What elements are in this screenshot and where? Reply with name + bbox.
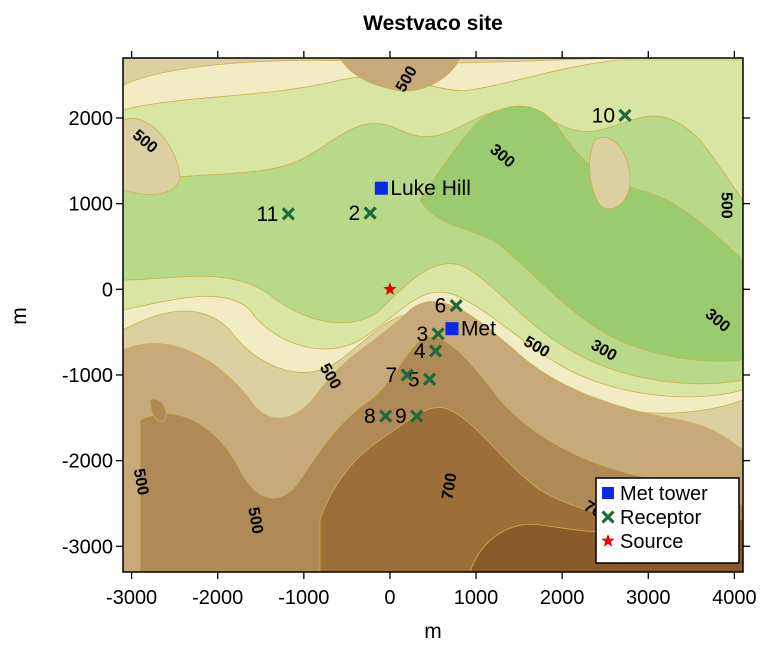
x-tick-label: -2000 — [192, 587, 243, 609]
receptor-label: 8 — [364, 405, 376, 428]
receptor-label: 6 — [435, 295, 447, 318]
legend-star-icon — [601, 534, 615, 547]
met-tower-label: Luke Hill — [390, 177, 471, 200]
receptor-label: 10 — [592, 104, 615, 127]
legend-box — [595, 477, 740, 564]
y-tick-label: -2000 — [62, 451, 113, 473]
x-tick-label: 1000 — [454, 587, 499, 609]
band-300 — [419, 105, 743, 362]
band-hill-west — [123, 118, 181, 195]
y-tick-label: 0 — [102, 279, 113, 301]
band-hill-ne — [589, 137, 631, 210]
legend-label: Met tower — [620, 483, 708, 505]
y-tick-label: -1000 — [62, 365, 113, 387]
contour-label: 700 — [439, 472, 460, 501]
y-tick-label: 2000 — [69, 108, 114, 130]
x-axis-ticks: -3000 -2000 -1000 0 1000 2000 3000 4000 — [106, 51, 757, 609]
y-tick-label: -3000 — [62, 536, 113, 558]
receptor-marker — [281, 207, 295, 221]
plot-frame — [122, 57, 744, 573]
receptor-marker — [618, 108, 632, 123]
source-marker — [383, 282, 397, 295]
y-axis-title: m — [8, 307, 31, 325]
receptor-marker — [428, 344, 443, 358]
met-tower-marker — [374, 181, 388, 195]
x-tick-label: -1000 — [278, 587, 329, 609]
receptor-marker — [449, 298, 463, 313]
x-tick-label: 3000 — [626, 587, 671, 609]
receptor-marker — [422, 372, 437, 386]
x-tick-label: 0 — [384, 587, 395, 609]
x-tick-label: -3000 — [106, 587, 157, 609]
receptor-label: 7 — [385, 364, 397, 387]
map-markers: 2 34 5 6 78 9 10 11 Luke Hill Met — [257, 104, 632, 428]
legend-label: Source — [620, 531, 683, 553]
receptor-label: 9 — [395, 405, 407, 428]
met-tower-label: Met — [461, 318, 496, 341]
y-axis-ticks: 2000 1000 0 -1000 -2000 -3000 — [62, 108, 750, 558]
receptor-label: 2 — [348, 202, 360, 225]
legend-x-icon — [601, 510, 615, 524]
receptor-marker — [379, 409, 393, 423]
met-tower-marker — [445, 322, 459, 336]
receptor-marker — [410, 409, 424, 423]
x-tick-label: 2000 — [540, 587, 585, 609]
x-tick-label: 4000 — [712, 587, 757, 609]
contour-label: 500 — [718, 192, 735, 219]
x-axis-title: m — [424, 620, 442, 643]
receptor-label: 4 — [414, 340, 426, 363]
receptor-label: 5 — [408, 368, 420, 391]
contour-label: 500 — [244, 506, 265, 535]
y-tick-label: 1000 — [69, 194, 114, 216]
receptor-marker — [431, 327, 445, 341]
map-title: Westvaco site — [363, 12, 503, 35]
legend-label: Receptor — [620, 507, 701, 529]
band-hill-sw — [149, 398, 167, 422]
receptor-label: 3 — [416, 323, 428, 346]
receptor-marker — [363, 206, 377, 220]
legend-square-icon — [602, 487, 614, 499]
receptor-marker — [400, 368, 414, 382]
contour-label: 500 — [130, 467, 151, 496]
receptor-label: 11 — [257, 203, 279, 226]
band-hill-north — [339, 58, 461, 92]
terrain-bands — [123, 58, 743, 572]
